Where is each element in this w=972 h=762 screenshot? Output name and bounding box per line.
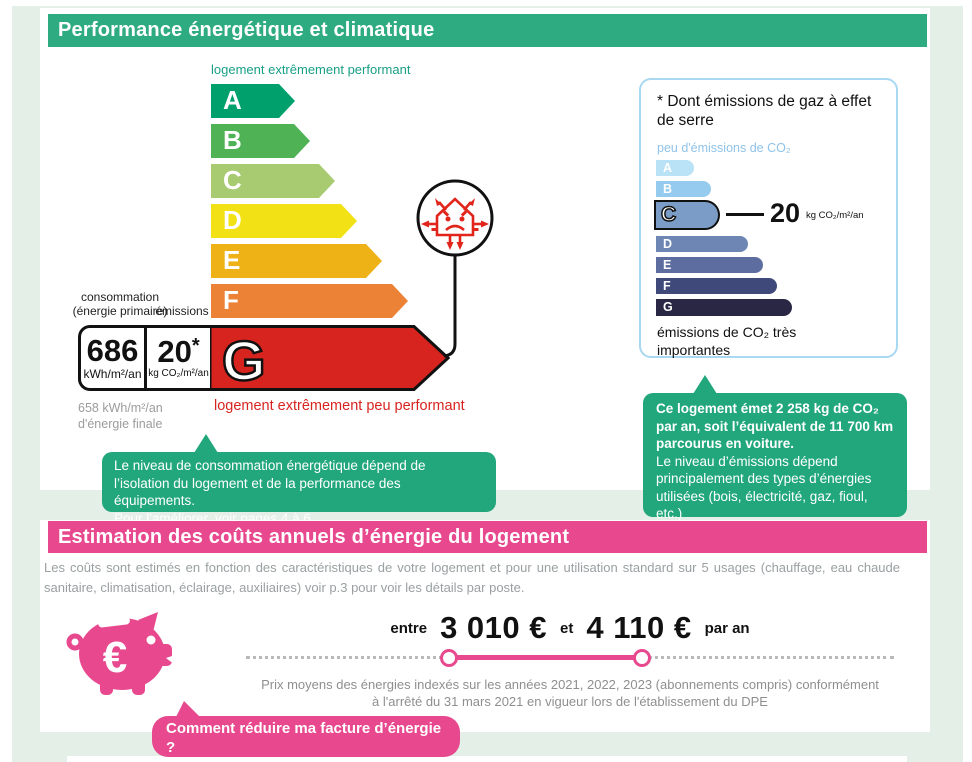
reduce-bill-page-ref: Voir p. 3 [166, 757, 446, 762]
next-section-edge [67, 756, 907, 762]
co2-high-label: émissions de CO₂ très importantes [657, 324, 797, 358]
callout-pointer [693, 375, 717, 394]
co2-value-connector-line [726, 213, 764, 216]
consumption-cell: 686 kWh/m²/an [81, 328, 147, 388]
sad-house-icon [416, 179, 494, 358]
range-suffix: par an [704, 619, 750, 637]
final-energy-line2: d'énergie finale [78, 417, 163, 431]
co2-panel-title: * Dont émissions de gaz à effet de serre [657, 93, 872, 129]
co2-bar-c-letter: C [660, 202, 677, 227]
final-energy-line1: 658 kWh/m²/an [78, 401, 163, 415]
annual-cost-range: entre 3 010 € et 4 110 € par an [290, 610, 850, 646]
emissions-callout: Ce logement émet 2 258 kg de CO₂ par an,… [643, 375, 907, 521]
reduce-bill-callout: Comment réduire ma facture d’énergie ? V… [152, 701, 460, 762]
range-conjunction: et [560, 619, 574, 637]
price-index-note: Prix moyens des énergies indexés sur les… [245, 676, 895, 710]
energy-class-arrow-c: C [211, 164, 335, 198]
energy-scale-top-label: logement extrêmement performant [211, 62, 411, 77]
co2-bar-c-highlight: C [654, 200, 720, 230]
class-g-arrow [210, 325, 450, 391]
consumption-callout-text: Le niveau de consommation énergétique dé… [114, 458, 426, 508]
costs-paragraph: Les coûts sont estimés en fonction des c… [44, 560, 900, 595]
callout-pointer [176, 701, 200, 717]
reading-value-box: 686 kWh/m²/an 20* kg CO₂/m²/an [78, 325, 210, 391]
emissions-value: 20* [157, 334, 200, 369]
energy-class-arrow-e: E [211, 244, 382, 278]
emissions-label: émissions [155, 304, 209, 318]
co2-bar-d: D [656, 236, 748, 252]
consumption-label: consommation (énergie primaire) [64, 290, 176, 318]
co2-bar-b: B [656, 181, 711, 197]
consumption-unit: kWh/m²/an [83, 366, 142, 381]
energy-class-arrow-d: D [211, 204, 357, 238]
consumption-callout: Le niveau de consommation énergétique dé… [102, 434, 496, 526]
co2-bar-e: E [656, 257, 763, 273]
co2-bar-f: F [656, 278, 777, 294]
range-high-amount: 4 110 € [586, 610, 692, 645]
cost-range-fill [447, 655, 640, 660]
price-index-note-line1: Prix moyens des énergies indexés sur les… [261, 677, 879, 692]
cost-range-low-handle [440, 649, 458, 667]
co2-bar-g: G [656, 299, 792, 316]
consumption-value: 686 [86, 332, 139, 368]
energy-class-arrow-f: F [211, 284, 408, 318]
range-low-amount: 3 010 € [440, 610, 548, 645]
costs-section-title: Estimation des coûts annuels d’énergie d… [48, 521, 927, 553]
reduce-bill-title: Comment réduire ma facture d’énergie ? [166, 720, 442, 756]
consumption-label-line2: (énergie primaire) [72, 304, 168, 318]
piggy-bank-icon: € [66, 612, 175, 695]
co2-value-unit: kg CO₂/m²/an [806, 210, 864, 221]
callout-pointer [194, 434, 218, 453]
co2-bar-a: A [656, 160, 694, 176]
energy-class-arrow-a: A [211, 84, 295, 118]
emissions-unit: kg CO₂/m²/an [148, 368, 209, 379]
emissions-callout-bold: Ce logement émet 2 258 kg de CO₂ par an,… [656, 401, 894, 451]
svg-text:€: € [103, 633, 127, 682]
price-index-note-line2: à l'arrêté du 31 mars 2021 en vigueur lo… [372, 694, 768, 709]
emissions-number: 20 [157, 334, 192, 369]
emissions-asterisk: * [191, 335, 200, 357]
emissions-callout-regular: Le niveau d’émissions dépend principalem… [656, 453, 872, 522]
range-prefix: entre [390, 619, 428, 637]
energy-scale-bottom-label: logement extrêmement peu performant [214, 398, 465, 414]
energy-class-arrow-b: B [211, 124, 310, 158]
emissions-cell: 20* kg CO₂/m²/an [147, 328, 210, 388]
class-g-letter: G [221, 328, 267, 394]
consumption-label-line1: consommation [80, 290, 160, 304]
final-energy-note: 658 kWh/m²/an d'énergie finale [78, 400, 163, 432]
cost-range-high-handle [633, 649, 651, 667]
co2-value: 20 [770, 198, 801, 228]
costs-section-panel [40, 520, 930, 732]
performance-section-title: Performance énergétique et climatique [48, 14, 927, 47]
co2-low-label: peu d'émissions de CO₂ [657, 141, 791, 155]
